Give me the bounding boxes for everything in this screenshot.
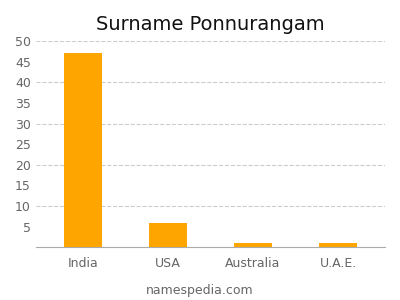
Bar (149, 223, 187, 247)
Bar (64, 53, 102, 247)
Title: Surname Ponnurangam: Surname Ponnurangam (96, 15, 325, 34)
Text: namespedia.com: namespedia.com (146, 284, 254, 297)
Bar (319, 243, 357, 247)
Bar (234, 243, 272, 247)
